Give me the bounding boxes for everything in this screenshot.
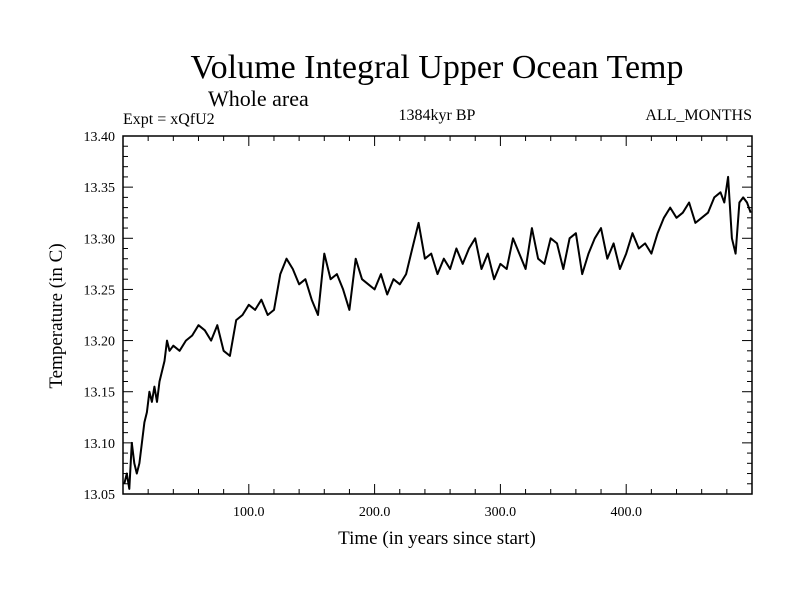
series-line [123,175,752,490]
chart-subtitle: Whole area [208,86,309,111]
months-label: ALL_MONTHS [645,107,752,124]
x-axis-label: Time (in years since start) [338,528,536,549]
y-tick-label: 13.35 [84,181,116,196]
y-axis-label: Temperature (in C) [46,243,67,388]
x-tick-label: 400.0 [610,505,642,520]
y-tick-label: 13.25 [84,283,116,298]
x-tick-label: 100.0 [233,505,265,520]
x-tick-label: 300.0 [485,505,517,520]
y-tick-label: 13.05 [84,488,116,503]
y-tick-label: 13.40 [84,130,116,145]
x-tick-label: 200.0 [359,505,391,520]
plot-frame [122,135,753,495]
y-tick-label: 13.10 [84,437,116,452]
y-tick-label: 13.30 [84,232,116,247]
chart-title: Volume Integral Upper Ocean Temp [191,49,684,86]
period-label: 1384kyr BP [399,107,476,124]
y-tick-label: 13.15 [84,386,116,401]
experiment-label: Expt = xQfU2 [123,111,215,128]
y-tick-label: 13.20 [84,335,116,350]
plot-area: 100.0 200.0 300.0 400.0 13.05 13.10 13.15 13.20… [84,130,753,520]
